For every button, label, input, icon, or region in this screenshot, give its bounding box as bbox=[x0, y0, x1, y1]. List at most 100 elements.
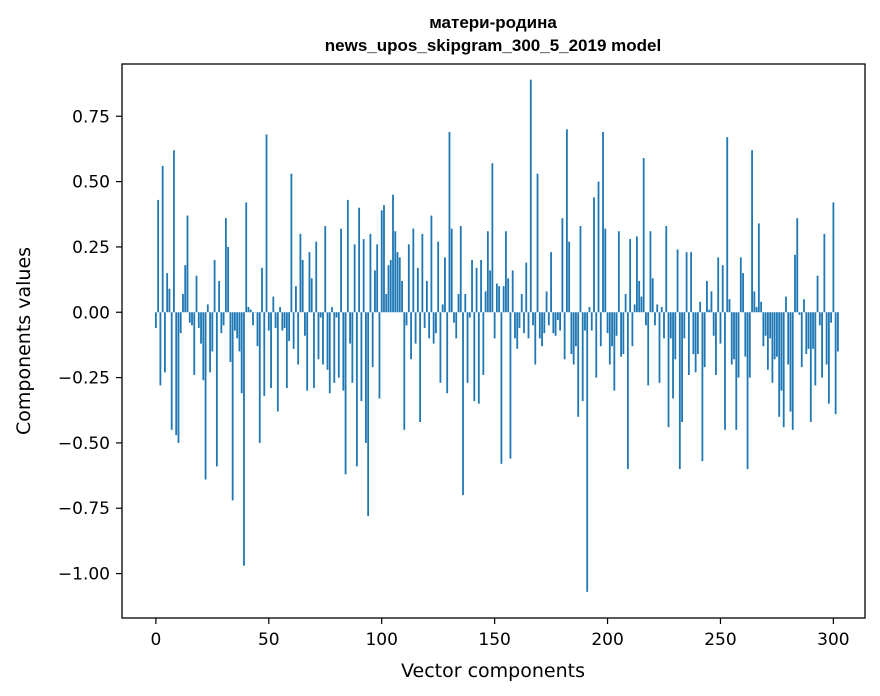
bar bbox=[448, 131, 451, 313]
bar bbox=[509, 312, 512, 459]
bar bbox=[378, 312, 381, 399]
bar bbox=[830, 312, 833, 323]
bar bbox=[170, 312, 173, 430]
bar bbox=[220, 312, 223, 334]
bar bbox=[182, 293, 184, 313]
bar bbox=[787, 312, 790, 365]
bar bbox=[498, 286, 501, 313]
bar bbox=[231, 312, 234, 501]
bar bbox=[310, 278, 313, 313]
bar bbox=[419, 312, 422, 422]
bar bbox=[342, 312, 345, 391]
bar bbox=[236, 312, 239, 339]
bar bbox=[690, 252, 693, 313]
y-tick-label: −1.00 bbox=[58, 565, 110, 585]
bar bbox=[477, 312, 480, 404]
bar bbox=[446, 312, 449, 394]
bar bbox=[243, 312, 245, 566]
y-tick-label: −0.25 bbox=[58, 369, 110, 389]
bar bbox=[724, 312, 726, 430]
bar bbox=[710, 291, 713, 313]
bar bbox=[624, 293, 627, 313]
bar bbox=[536, 173, 539, 313]
bar bbox=[401, 280, 403, 313]
bar bbox=[746, 312, 749, 470]
bar bbox=[640, 296, 643, 313]
x-tick-label: 150 bbox=[478, 630, 510, 650]
bar bbox=[360, 312, 363, 402]
bar bbox=[622, 312, 625, 355]
bar bbox=[475, 267, 478, 313]
bar bbox=[807, 312, 810, 349]
bar bbox=[209, 312, 211, 373]
bar bbox=[766, 312, 769, 370]
bar bbox=[794, 254, 796, 313]
bar bbox=[204, 312, 207, 480]
bar bbox=[441, 304, 444, 313]
bar bbox=[358, 207, 361, 313]
bar bbox=[629, 239, 632, 313]
bar bbox=[764, 312, 767, 336]
bar bbox=[785, 296, 787, 313]
bar bbox=[563, 312, 566, 360]
bar bbox=[620, 312, 622, 357]
bar bbox=[249, 309, 252, 313]
bar bbox=[459, 226, 462, 313]
bar bbox=[547, 312, 550, 326]
bar bbox=[696, 312, 699, 355]
bar bbox=[455, 312, 458, 339]
bar bbox=[333, 312, 336, 383]
bar bbox=[631, 312, 634, 347]
bar bbox=[685, 252, 688, 313]
chart-title: матери-родина bbox=[429, 13, 557, 32]
bar bbox=[193, 312, 196, 375]
bar bbox=[554, 312, 557, 336]
bar bbox=[658, 312, 661, 383]
y-tick-label: −0.75 bbox=[58, 499, 110, 519]
bar bbox=[191, 312, 193, 326]
bar bbox=[701, 312, 704, 462]
bar bbox=[430, 215, 433, 313]
bar bbox=[263, 312, 266, 396]
bar bbox=[184, 265, 187, 313]
bar bbox=[186, 215, 189, 313]
bar bbox=[649, 231, 652, 313]
bar bbox=[353, 244, 356, 313]
bar bbox=[823, 233, 826, 313]
bar bbox=[636, 236, 638, 313]
bar bbox=[500, 312, 503, 464]
bar bbox=[692, 312, 695, 355]
bar bbox=[362, 239, 365, 313]
bar bbox=[283, 312, 286, 328]
bar bbox=[425, 280, 428, 313]
bar bbox=[739, 257, 742, 313]
bar bbox=[584, 312, 586, 331]
bar bbox=[837, 312, 839, 352]
bar bbox=[389, 259, 392, 313]
bar bbox=[258, 312, 261, 443]
bar bbox=[486, 231, 489, 313]
bar bbox=[215, 312, 218, 467]
bar bbox=[387, 265, 390, 313]
bar bbox=[545, 291, 548, 313]
bar bbox=[270, 312, 272, 389]
bar bbox=[224, 218, 227, 313]
bar bbox=[403, 312, 406, 430]
bar bbox=[712, 312, 715, 336]
bar bbox=[351, 312, 354, 383]
bar bbox=[168, 288, 171, 313]
bar bbox=[572, 312, 575, 365]
bar bbox=[575, 312, 577, 347]
bar bbox=[703, 312, 706, 368]
bar bbox=[349, 312, 351, 344]
bar bbox=[407, 244, 410, 313]
bar bbox=[290, 173, 293, 313]
bar bbox=[586, 312, 589, 592]
bar bbox=[337, 312, 340, 378]
bar bbox=[412, 228, 415, 313]
bar bbox=[520, 293, 523, 313]
bar bbox=[588, 307, 591, 313]
bar bbox=[166, 273, 169, 313]
bar bbox=[188, 312, 191, 323]
